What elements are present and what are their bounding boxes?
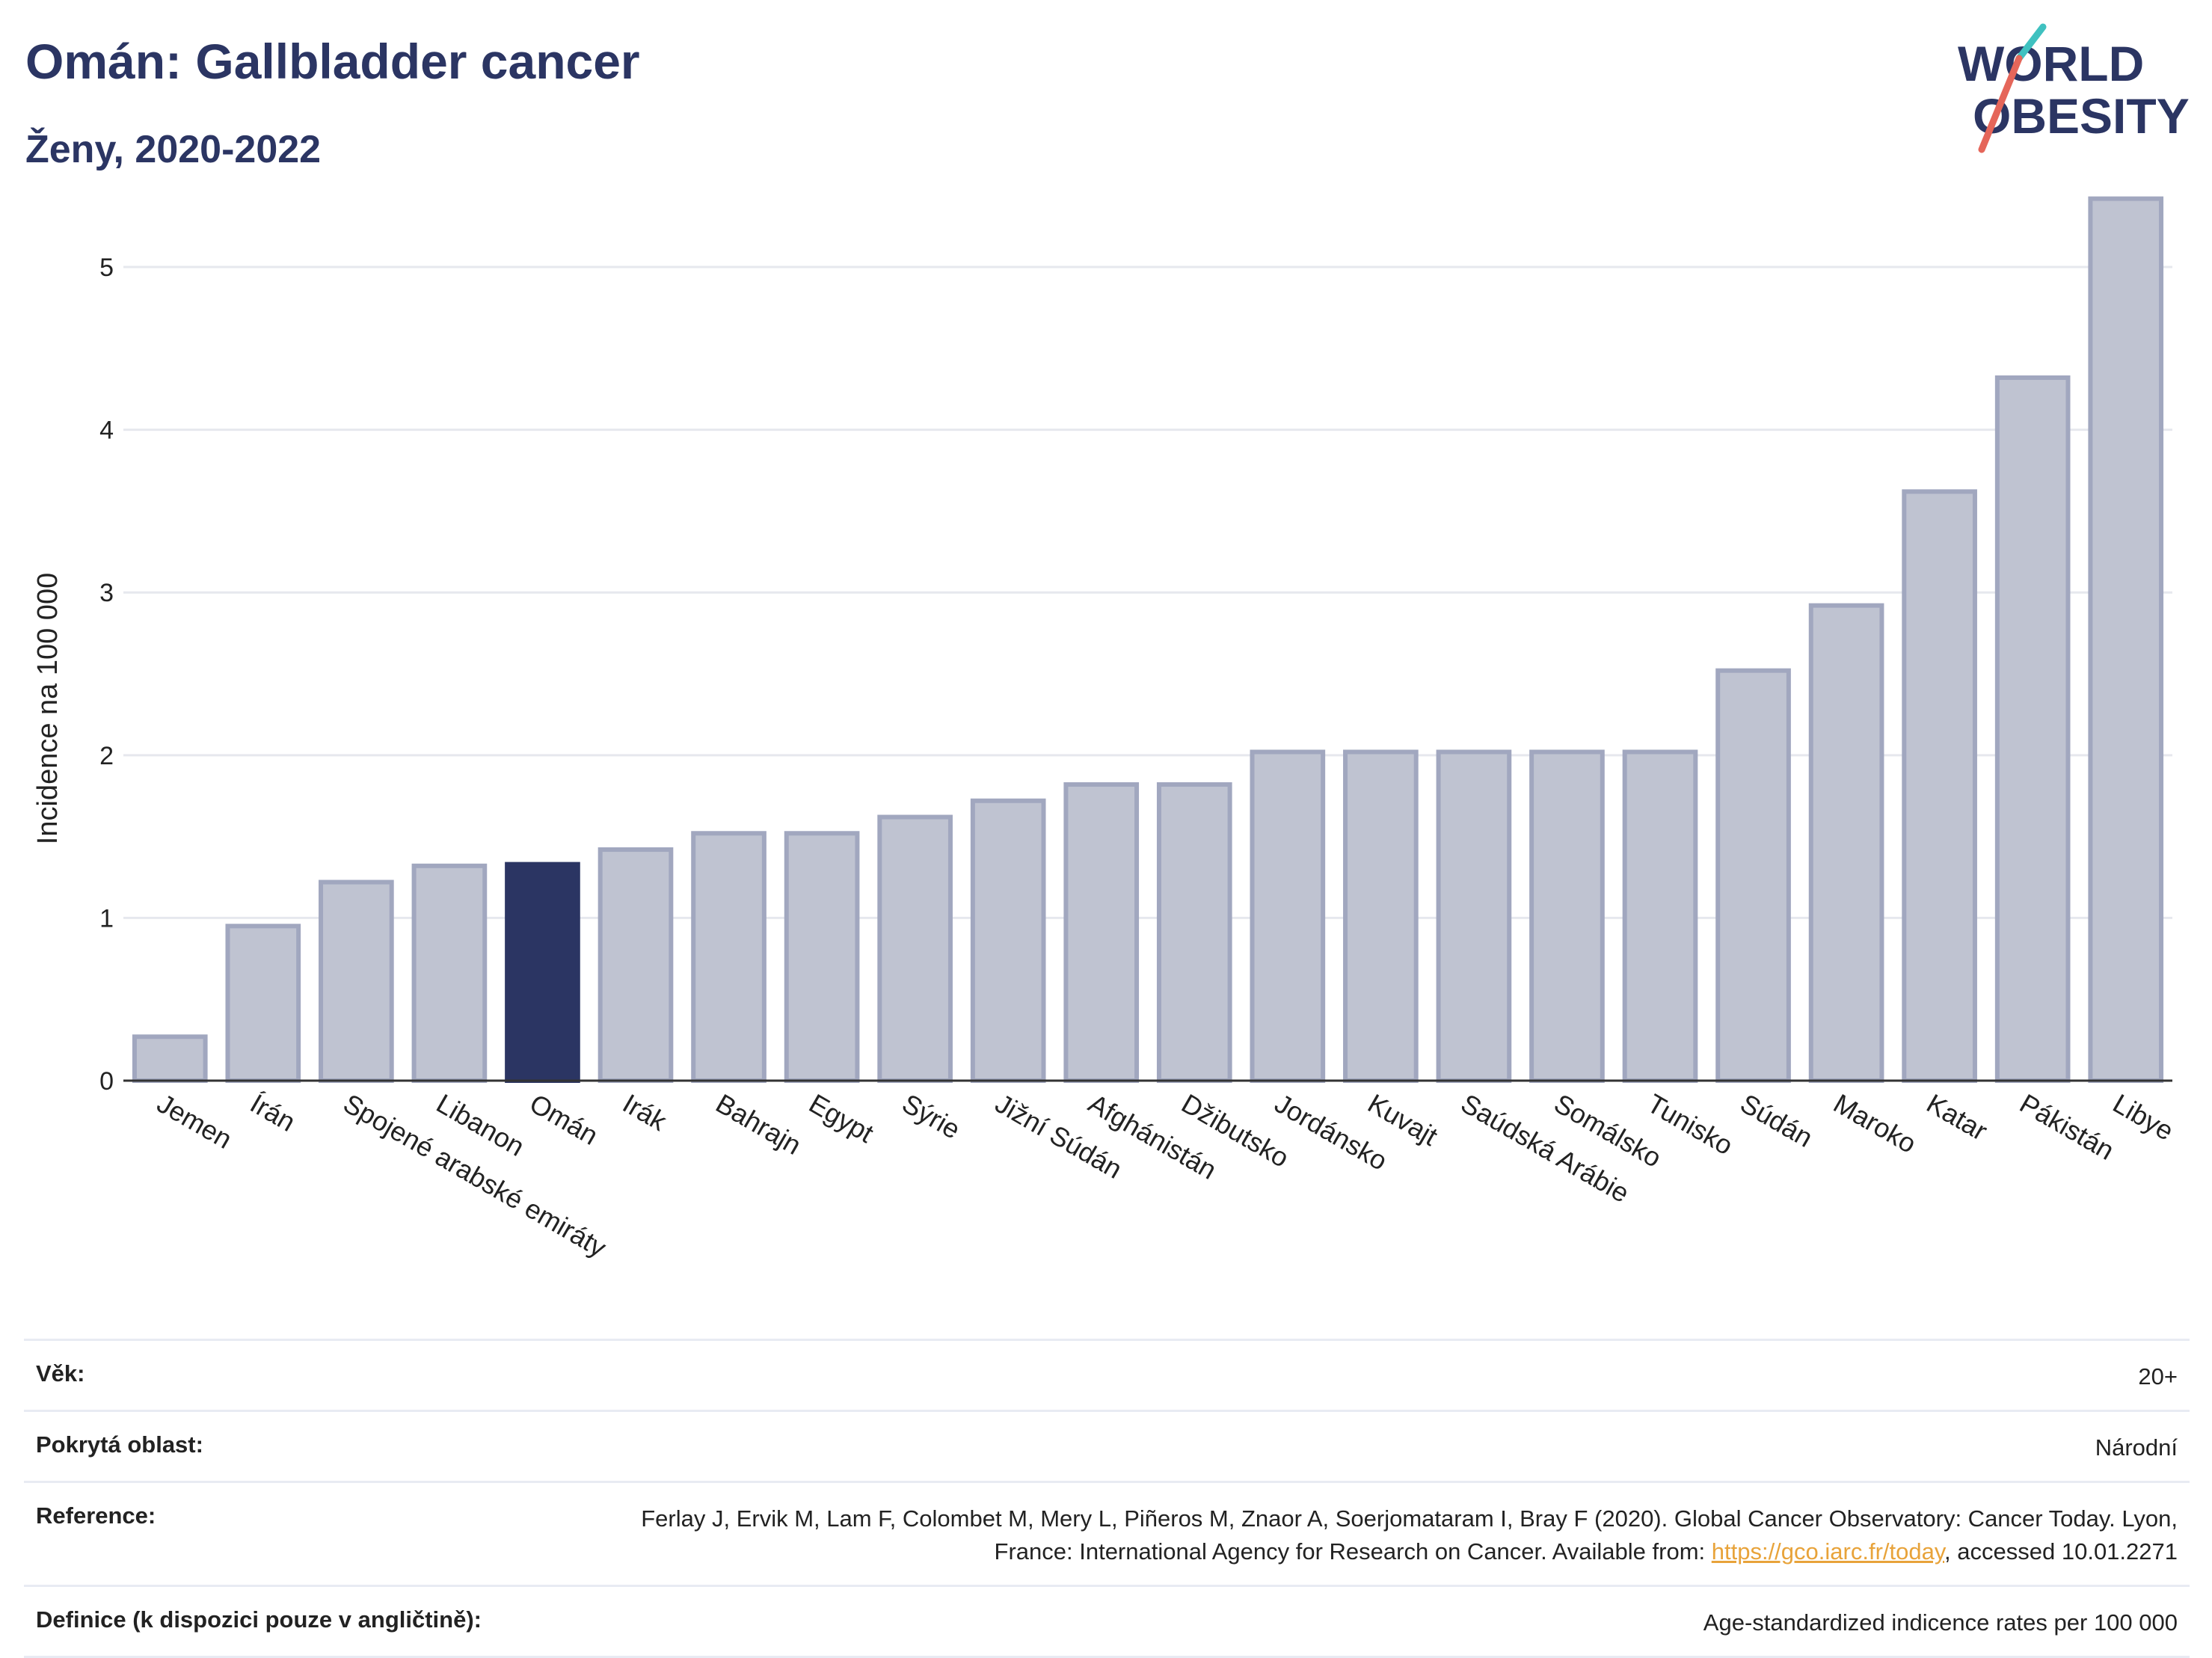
y-tick-label: 5 [99,254,114,282]
meta-age-value: 20+ [2138,1363,2178,1390]
bar-15[interactable] [1529,749,1605,1083]
bar-10[interactable] [1063,782,1140,1083]
meta-reference-value: Ferlay J, Ervik M, Lam F, Colombet M, Me… [570,1502,2178,1568]
meta-row-reference: Reference: Ferlay J, Ervik M, Lam F, Col… [24,1481,2190,1585]
bar-0[interactable] [132,1034,208,1083]
world-obesity-logo[interactable]: WORLD OBESITY [1944,22,2199,165]
x-tick-label: Súdán [1736,1087,1819,1153]
meta-definition-label: Definice (k dispozici pouze v angličtině… [36,1606,482,1633]
bar-4[interactable] [505,862,580,1083]
reference-link[interactable]: https://gco.iarc.fr/today [1711,1538,1945,1565]
y-tick-label: 2 [99,742,114,770]
bar-19[interactable] [1902,489,1977,1083]
meta-area-label: Pokrytá oblast: [36,1431,203,1458]
bars [132,196,2164,1084]
logo-accent-teal [2015,23,2047,62]
x-tick-label: Írán [245,1087,301,1137]
x-tick-label: Bahrajn [711,1087,807,1161]
bar-7[interactable] [784,831,860,1084]
bar-16[interactable] [1622,749,1698,1083]
y-tick-label: 3 [99,579,114,607]
reference-text-start: Ferlay J, Ervik M, Lam F, Colombet M, Me… [641,1505,2178,1565]
reference-text-end: , accessed 10.01.2271 [1944,1538,2178,1565]
logo-line2: OBESITY [1973,88,2190,144]
x-tick-label: Egypt [804,1087,879,1149]
metadata-table: Věk: 20+ Pokrytá oblast: Národní Referen… [24,1339,2190,1658]
x-tick-label: Omán [524,1087,603,1151]
bar-3[interactable] [411,863,488,1084]
bar-6[interactable] [691,831,766,1084]
x-tick-label: Pákistán [2015,1087,2119,1166]
x-tick-label: Libye [2108,1087,2179,1146]
chart-title: Omán: Gallbladder cancer [25,34,640,89]
x-tick-label: Sýrie [897,1087,966,1145]
bar-5[interactable] [597,847,674,1084]
y-tick-label: 4 [99,417,114,445]
meta-age-label: Věk: [36,1360,85,1387]
bar-12[interactable] [1250,749,1326,1083]
meta-area-value: Národní [2095,1434,2178,1461]
bar-18[interactable] [1808,603,1884,1083]
meta-row-area: Pokrytá oblast: Národní [24,1410,2190,1481]
bar-1[interactable] [225,924,301,1083]
y-axis-label: Incidence na 100 000 [32,573,64,844]
x-tick-label: Katar [1922,1087,1993,1146]
bar-14[interactable] [1436,749,1512,1083]
bar-2[interactable] [319,879,394,1083]
bar-21[interactable] [2088,196,2164,1083]
x-tick-label: Jemen [152,1087,237,1155]
meta-reference-label: Reference: [36,1502,156,1529]
meta-row-age: Věk: 20+ [24,1339,2190,1410]
meta-definition-value: Age-standardized indicence rates per 100… [1703,1609,2178,1636]
y-tick-label: 0 [99,1067,114,1096]
chart-subtitle: Ženy, 2020-2022 [25,128,322,171]
logo-accent-coral [1978,55,2023,153]
logo-line1: WORLD [1958,36,2144,91]
bar-11[interactable] [1156,782,1232,1083]
bar-17[interactable] [1715,668,1791,1083]
y-tick-label: 1 [99,904,114,933]
bar-13[interactable] [1343,749,1419,1083]
bar-9[interactable] [970,798,1046,1083]
meta-row-definition: Definice (k dispozici pouze v angličtině… [24,1585,2190,1658]
x-tick-label: Maroko [1828,1087,1921,1159]
bar-20[interactable] [1994,375,2071,1083]
bar-8[interactable] [877,814,953,1083]
logo-graphic: WORLD OBESITY [1958,23,2190,153]
x-tick-label: Irák [618,1087,672,1137]
